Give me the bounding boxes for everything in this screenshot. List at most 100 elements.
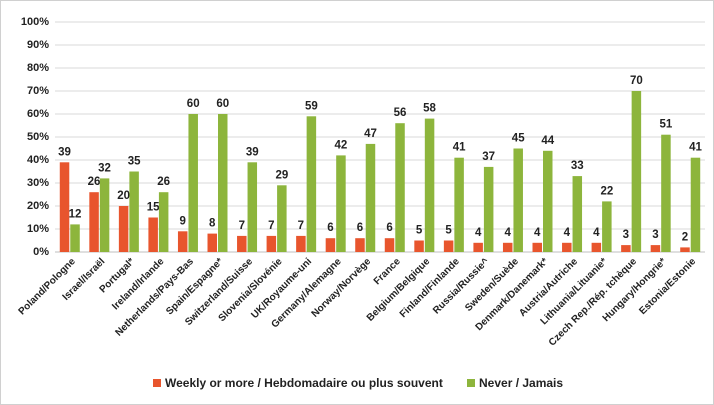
bar (158, 192, 169, 252)
data-label: 4 (534, 227, 541, 239)
y-tick-label: 10% (27, 223, 49, 235)
data-label: 8 (209, 218, 216, 230)
bar (572, 176, 583, 252)
data-label: 35 (128, 156, 141, 168)
bar (562, 242, 572, 252)
bar (89, 192, 99, 252)
data-label: 6 (357, 222, 363, 234)
data-label: 4 (564, 227, 571, 239)
bar (473, 242, 483, 252)
data-label: 26 (157, 176, 170, 188)
bar (621, 245, 631, 252)
legend-label: Never / Jamais (479, 376, 563, 390)
data-label: 3 (652, 229, 658, 241)
bar (414, 240, 424, 252)
y-tick-label: 70% (27, 85, 49, 97)
data-label: 29 (275, 169, 288, 181)
bar (690, 157, 701, 252)
data-label: 45 (512, 133, 525, 145)
bar (129, 171, 139, 252)
bar (266, 235, 277, 252)
data-label: 7 (239, 220, 245, 232)
y-tick-label: 30% (27, 177, 49, 189)
bar (118, 206, 129, 252)
data-label: 3 (623, 229, 629, 241)
bar (532, 242, 542, 252)
data-label: 60 (216, 98, 229, 110)
bar (454, 157, 464, 252)
data-label: 47 (364, 128, 377, 140)
y-tick-label: 80% (27, 62, 49, 74)
data-label: 2 (682, 231, 688, 243)
data-label: 58 (423, 103, 436, 115)
data-label: 5 (445, 225, 452, 237)
bar (277, 185, 287, 252)
bar (513, 148, 523, 252)
bar (99, 178, 110, 252)
y-tick-label: 60% (27, 108, 49, 120)
bar (591, 242, 602, 252)
data-label: 44 (541, 135, 554, 147)
bar (207, 233, 217, 252)
bar (395, 123, 405, 252)
bar (384, 238, 395, 252)
bar (247, 162, 258, 252)
y-tick-label: 40% (27, 154, 49, 166)
data-label: 4 (593, 227, 600, 239)
y-tick-label: 90% (27, 39, 49, 51)
bar (680, 247, 690, 252)
data-label: 22 (600, 185, 613, 197)
data-label: 41 (453, 142, 466, 154)
bar (602, 201, 612, 252)
bar (59, 162, 70, 252)
y-tick-label: 0% (33, 246, 49, 258)
data-label: 60 (187, 98, 200, 110)
data-label: 9 (180, 215, 186, 227)
data-label: 70 (630, 75, 643, 87)
bar (70, 224, 80, 252)
data-label: 41 (689, 142, 702, 154)
bar (543, 150, 553, 252)
data-label: 5 (416, 225, 423, 237)
data-label: 20 (117, 190, 130, 202)
bar (365, 143, 376, 252)
legend-label: Weekly or more / Hebdomadaire ou plus so… (165, 376, 443, 390)
bar (483, 166, 494, 252)
data-label: 42 (335, 139, 348, 151)
bar (661, 134, 671, 252)
data-label: 6 (386, 222, 392, 234)
data-label: 7 (268, 220, 274, 232)
data-label: 4 (475, 227, 482, 239)
bar (237, 235, 247, 252)
data-label: 12 (69, 208, 82, 220)
data-label: 33 (571, 160, 584, 172)
bar (218, 114, 228, 252)
bar (355, 238, 365, 252)
data-label: 15 (147, 202, 160, 214)
y-tick-label: 20% (27, 200, 49, 212)
legend-swatch (153, 379, 161, 387)
data-label: 39 (58, 146, 71, 158)
data-label: 39 (246, 146, 259, 158)
bar (502, 242, 513, 252)
bar (631, 91, 642, 252)
bar (188, 114, 198, 252)
data-label: 37 (482, 151, 495, 163)
data-label: 7 (298, 220, 304, 232)
bar (148, 217, 158, 252)
bar (650, 245, 661, 252)
y-tick-label: 50% (27, 131, 49, 143)
bar (177, 231, 188, 252)
bar (325, 238, 336, 252)
y-tick-label: 100% (21, 16, 49, 28)
data-label: 26 (88, 176, 101, 188)
bar (306, 116, 317, 252)
data-label: 6 (327, 222, 333, 234)
data-label: 56 (394, 107, 407, 119)
data-label: 51 (660, 119, 673, 131)
data-label: 59 (305, 100, 318, 112)
bar (296, 235, 306, 252)
bar (443, 240, 454, 252)
bar (336, 155, 346, 252)
